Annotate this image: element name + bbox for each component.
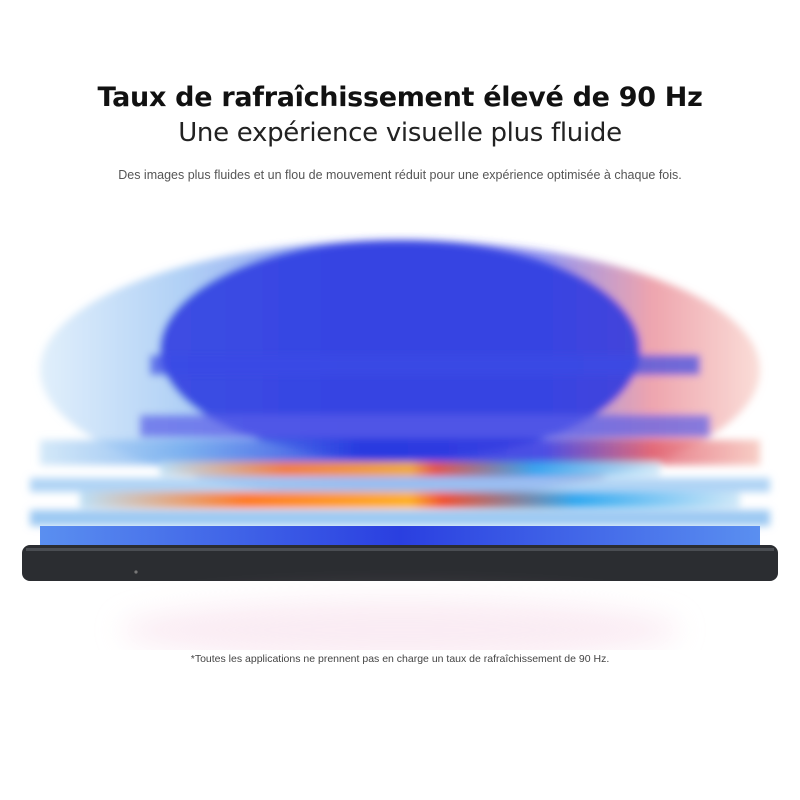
page-subtitle: Une expérience visuelle plus fluide — [178, 118, 622, 148]
tablet-frame — [22, 545, 778, 581]
blur-layer — [160, 462, 660, 476]
blur-layer — [30, 510, 770, 526]
page-title: Taux de rafraîchissement élevé de 90 Hz — [97, 82, 703, 113]
tablet-frame-highlight — [26, 548, 774, 551]
microphone-hole — [134, 570, 138, 574]
blur-layer — [160, 240, 640, 460]
blur-layer — [40, 440, 760, 465]
tablet-screen — [40, 526, 760, 548]
blur-layer — [140, 415, 710, 437]
tablet-motion-illustration — [22, 240, 778, 650]
blur-layer — [30, 478, 770, 492]
motion-blur-layers — [30, 240, 770, 526]
footnote: *Toutes les applications ne prennent pas… — [190, 653, 610, 665]
description: Des images plus fluides et un flou de mo… — [118, 168, 682, 182]
blur-layer — [150, 355, 700, 375]
blur-layer — [80, 492, 740, 508]
reflection-glow — [120, 600, 680, 650]
